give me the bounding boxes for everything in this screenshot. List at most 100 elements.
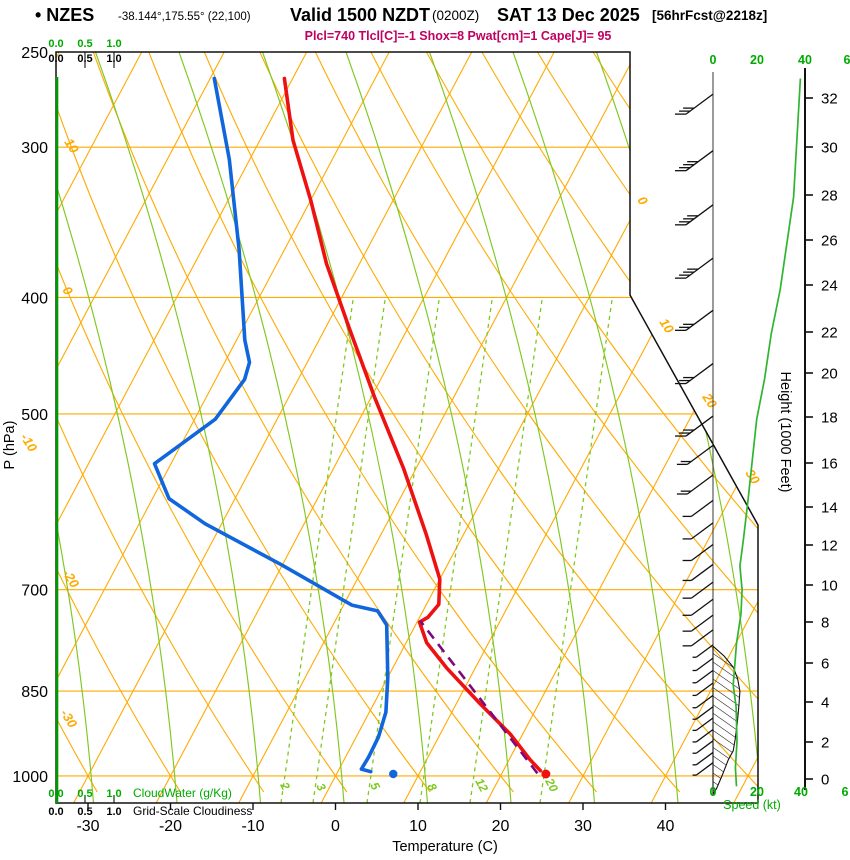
mixing-ratio-line (312, 299, 386, 803)
height-tick-label: 14 (821, 500, 838, 517)
pressure-tick-label: 1000 (12, 769, 48, 786)
wind-barb (675, 93, 714, 115)
height-tick-label: 0 (821, 772, 829, 789)
wind-barb (682, 581, 714, 599)
valid-date-label: SAT 13 Dec 2025 (497, 5, 640, 25)
speed-top-tick-label: 20 (750, 53, 764, 67)
speed-top-tick-label: 40 (798, 53, 812, 67)
temperature-tick-label: -10 (241, 818, 264, 835)
speed-top-tick-label: 6 (844, 53, 850, 67)
wind-barb (682, 629, 714, 647)
surface-temperature-dot (541, 769, 551, 779)
wind-barb (682, 522, 714, 540)
dry-adiabat-line (203, 52, 681, 793)
wind-barb (692, 751, 714, 766)
cloudiness-bottom-tick-label: 0.5 (77, 806, 92, 818)
valid-time-label: Valid 1500 NZDT (290, 5, 430, 25)
pressure-tick-label: 700 (21, 583, 48, 600)
isotherm-line (403, 52, 758, 803)
surface-dewpoint-dot (389, 769, 398, 779)
moist-adiabat-line (512, 52, 679, 803)
speed-bottom-tick-label: 40 (794, 785, 808, 799)
isotherm-value-label: 10 (656, 315, 677, 336)
wind-barb (675, 150, 714, 172)
forecast-hour-label: [56hrFcst@2218z] (652, 8, 767, 23)
dry-adiabat-value-label: 0 (59, 283, 76, 298)
moist-adiabat-line (345, 52, 512, 803)
cloudiness-bottom-tick-label: 1.0 (106, 806, 121, 818)
wind-barb (675, 415, 714, 437)
isotherm-value-label: 0 (634, 193, 651, 208)
cloudwater-top-tick-label: 0.5 (77, 38, 92, 50)
sounding-profiles (55, 76, 551, 803)
wind-barb (692, 669, 714, 684)
height-tick-label: 20 (821, 366, 838, 383)
cloudiness-top-tick-label: 0.0 (48, 53, 63, 65)
mixing-ratio-value-label: 20 (542, 775, 561, 795)
dry-adiabat-line (56, 52, 181, 793)
wind-barb (692, 657, 714, 672)
wind-barb (682, 499, 714, 518)
wind-barb (676, 474, 714, 495)
speed-axis-label: Speed (kt) (723, 798, 781, 812)
dry-adiabat-value-label: -10 (17, 430, 40, 455)
wind-barb (682, 598, 714, 616)
isotherm-line (56, 52, 225, 803)
cloudwater-bottom-tick-label: 0.5 (77, 788, 92, 800)
station-coordinates: -38.144°,175.55° (22,100) (118, 11, 251, 23)
wind-barb (675, 257, 714, 279)
station-label: • NZES (35, 5, 94, 25)
dry-adiabat-line (92, 52, 514, 793)
height-tick-label: 6 (821, 656, 829, 673)
dewpoint-curve (152, 76, 390, 774)
cloudwater-scale-label: CloudWater (g/Kg) (133, 786, 232, 800)
height-tick-label: 16 (821, 456, 838, 473)
dry-adiabat-line (370, 52, 758, 793)
wind-barb (675, 204, 714, 226)
height-tick-label: 2 (821, 735, 829, 752)
speed-bottom-tick-label: 6 (842, 785, 849, 799)
wind-barb (692, 682, 714, 697)
temperature-axis-label: Temperature (C) (392, 839, 498, 855)
speed-bottom-tick-label: 20 (750, 785, 764, 799)
cloudwater-top-tick-label: 1.0 (106, 38, 121, 50)
mixing-ratio-value-label: 5 (367, 780, 383, 793)
isotherm-line (568, 52, 758, 803)
orange-grid-isotherms-adiabats (56, 52, 758, 803)
cloudiness-bottom-tick-label: 0.0 (48, 806, 63, 818)
moist-adiabat-line (56, 52, 178, 803)
isotherm-line (485, 52, 758, 803)
temperature-tick-label: 30 (574, 818, 592, 835)
cloudiness-scale-label: Grid-Scale Cloudiness (133, 804, 252, 818)
wind-barb (692, 694, 714, 709)
isotherm-line (56, 52, 143, 803)
parcel-path-dashed (419, 620, 539, 775)
wind-barb (682, 563, 714, 582)
moist-adiabat-line (178, 52, 345, 803)
cloudwater-bottom-tick-label: 0.0 (48, 788, 63, 800)
pressure-tick-label: 850 (21, 684, 48, 701)
pressure-tick-label: 300 (21, 140, 48, 157)
height-tick-label: 30 (821, 140, 838, 157)
height-tick-label: 8 (821, 615, 829, 632)
dry-adiabat-value-label: -20 (59, 566, 82, 591)
pressure-axis-label: P (hPa) (2, 421, 18, 470)
temperature-tick-label: 0 (331, 818, 340, 835)
dry-adiabat-line (56, 52, 348, 793)
height-tick-label: 32 (821, 91, 838, 108)
valid-time-zulu: (0200Z) (432, 8, 479, 23)
wind-speed-curve (732, 78, 802, 787)
plot-frame (55, 51, 759, 804)
wind-barb (692, 706, 714, 720)
temperature-curve (282, 76, 543, 773)
mixing-ratio-value-label: 8 (424, 781, 440, 794)
dry-adiabat-line (56, 52, 265, 793)
height-tick-label: 26 (821, 233, 838, 250)
pressure-tick-label: 250 (21, 45, 48, 62)
isotherm-value-label: 20 (699, 390, 720, 412)
mixing-ratio-line (539, 299, 613, 803)
